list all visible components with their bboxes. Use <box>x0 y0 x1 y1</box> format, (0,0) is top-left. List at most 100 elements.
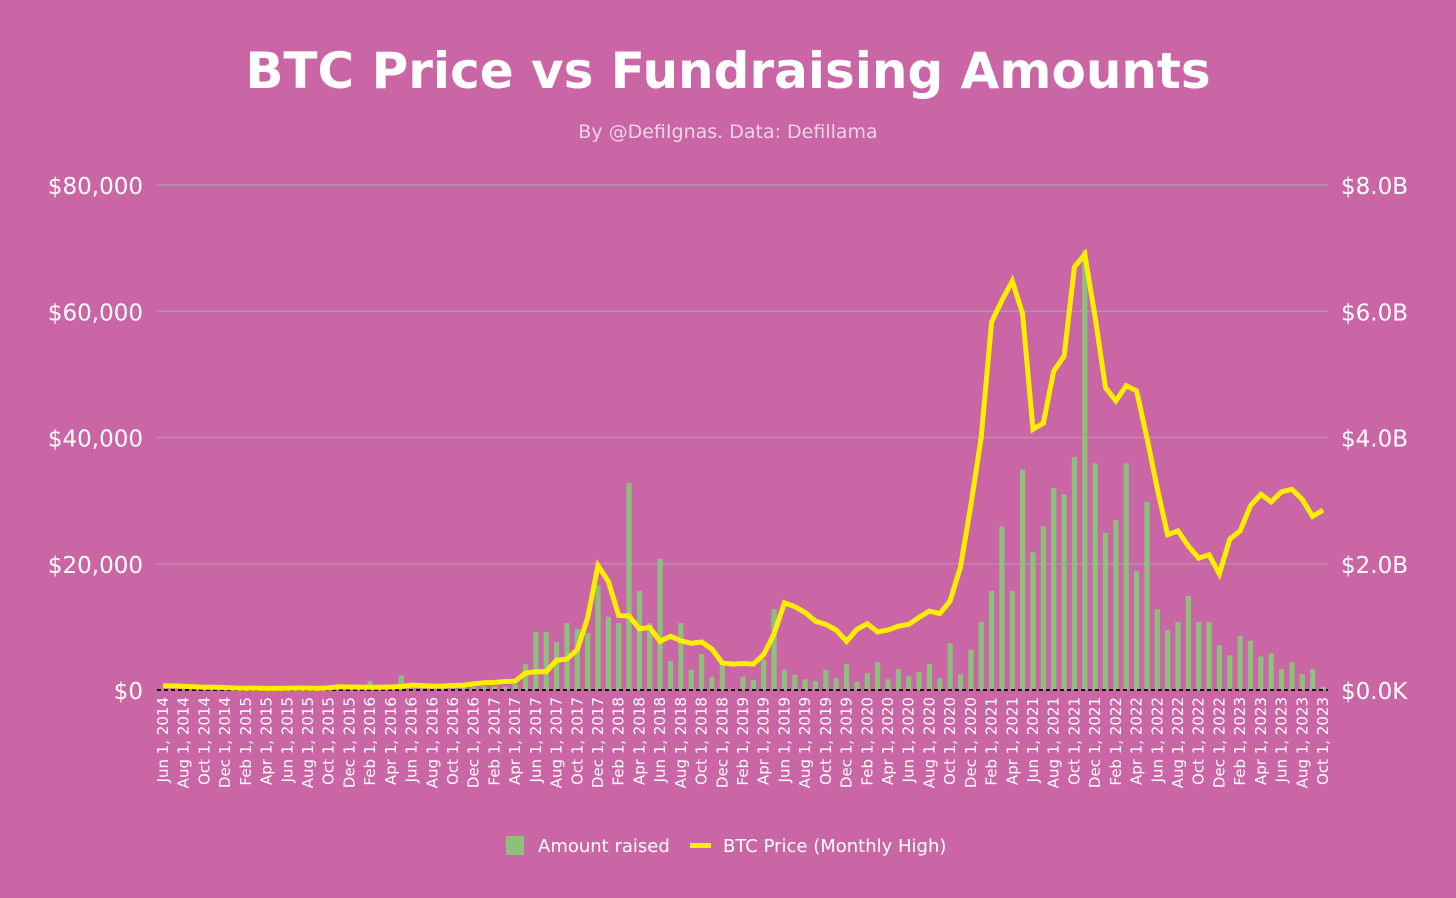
x-tick-label: Jun 1, 2018 <box>651 697 669 783</box>
x-tick-label: Jun 1, 2022 <box>1148 697 1166 783</box>
bar <box>1320 686 1326 690</box>
x-tick-label: Feb 1, 2018 <box>610 697 628 786</box>
bar <box>1258 656 1264 690</box>
bar <box>1206 621 1212 690</box>
bar <box>968 649 974 690</box>
bar <box>1040 526 1046 690</box>
bar <box>636 590 643 690</box>
bar <box>1165 630 1171 690</box>
x-tick-label: Aug 1, 2020 <box>920 697 938 788</box>
bar <box>533 631 539 690</box>
x-tick-label: Dec 1, 2017 <box>589 697 607 788</box>
legend-label-btc-price: BTC Price (Monthly High) <box>723 836 946 857</box>
legend-label-amount-raised: Amount raised <box>538 836 670 857</box>
legend-swatch-amount-raised <box>506 836 524 855</box>
left-tick-label: $20,000 <box>48 553 143 579</box>
bar <box>999 526 1005 690</box>
bar <box>792 674 798 690</box>
bar <box>781 669 788 690</box>
bar <box>1247 640 1254 690</box>
bar <box>1278 669 1285 690</box>
x-tick-label: Jun 1, 2021 <box>1024 697 1042 783</box>
bar <box>1289 662 1295 690</box>
bar <box>1113 520 1119 690</box>
x-tick-label: Feb 1, 2021 <box>983 697 1001 786</box>
x-tick-label: Dec 1, 2015 <box>340 697 358 788</box>
bar <box>709 676 715 690</box>
x-axis-ticks: Jun 1, 2014 Aug 1, 2014 Oct 1, 2014 Dec 1, … <box>154 697 1332 788</box>
bar <box>647 623 653 690</box>
bar <box>419 688 425 690</box>
x-tick-label: Feb 1, 2020 <box>858 697 876 786</box>
bar <box>574 628 580 690</box>
bar <box>988 590 995 690</box>
bar <box>553 642 560 690</box>
bars-amount-raised <box>160 250 1326 691</box>
bar <box>926 664 933 690</box>
x-tick-label: Apr 1, 2020 <box>879 697 897 785</box>
x-tick-label: Aug 1, 2018 <box>672 697 690 788</box>
right-tick-label: $0.0K <box>1341 679 1408 705</box>
bar <box>875 662 881 690</box>
bar <box>1154 609 1160 690</box>
bar <box>698 654 705 690</box>
btc-price-line <box>162 248 1325 691</box>
right-axis-ticks: $0.0K $2.0B $4.0B $6.0B $8.0B <box>1341 174 1408 705</box>
bar <box>657 558 663 690</box>
bar <box>854 681 860 690</box>
x-tick-label: Feb 1, 2017 <box>485 697 503 786</box>
legend-swatch-btc-price <box>690 843 711 848</box>
x-tick-label: Apr 1, 2019 <box>755 697 773 785</box>
x-tick-label: Dec 1, 2019 <box>838 697 856 788</box>
bar <box>1020 469 1026 690</box>
bar <box>1051 488 1057 690</box>
gridlines <box>157 184 1328 565</box>
x-tick-label: Apr 1, 2021 <box>1003 697 1021 785</box>
chart-subtitle: By @DefiIgnas. Data: Defillama <box>578 121 877 143</box>
bar <box>1299 674 1305 690</box>
left-tick-label: $60,000 <box>48 300 143 326</box>
bar <box>626 482 632 690</box>
bar <box>1092 463 1098 690</box>
bar <box>1082 250 1088 691</box>
bar <box>1268 653 1274 690</box>
x-tick-label: Jun 1, 2020 <box>900 697 918 783</box>
x-tick-label: Feb 1, 2022 <box>1107 697 1125 786</box>
x-tick-label: Oct 1, 2021 <box>1065 697 1083 785</box>
line-btc-price <box>162 248 1325 691</box>
x-tick-label: Dec 1, 2014 <box>216 697 234 788</box>
x-tick-label: Oct 1, 2017 <box>568 697 586 785</box>
bar <box>585 633 591 690</box>
bar <box>502 686 508 690</box>
bar <box>843 664 850 690</box>
bar <box>688 669 694 690</box>
bar <box>1196 621 1202 690</box>
x-tick-label: Oct 1, 2022 <box>1190 697 1208 785</box>
right-tick-label: $8.0B <box>1341 174 1408 200</box>
x-tick-label: Oct 1, 2015 <box>320 697 338 785</box>
bar <box>471 686 477 690</box>
bar <box>181 689 187 690</box>
bar <box>916 672 922 690</box>
x-tick-label: Apr 1, 2016 <box>382 697 400 785</box>
bar <box>1009 590 1015 690</box>
bar <box>678 623 684 690</box>
x-tick-label: Aug 1, 2015 <box>299 697 317 788</box>
x-tick-label: Aug 1, 2023 <box>1293 697 1311 788</box>
x-tick-label: Oct 1, 2020 <box>941 697 959 785</box>
bar <box>1071 457 1078 690</box>
x-tick-label: Aug 1, 2014 <box>175 697 193 788</box>
bar <box>481 686 487 690</box>
x-tick-label: Feb 1, 2023 <box>1231 697 1249 786</box>
bar <box>1216 645 1223 690</box>
bar <box>512 684 518 690</box>
bar <box>491 686 498 690</box>
x-tick-label: Jun 1, 2023 <box>1273 697 1291 783</box>
x-tick-label: Aug 1, 2019 <box>796 697 814 788</box>
x-tick-label: Dec 1, 2022 <box>1210 697 1228 788</box>
bar <box>771 609 777 690</box>
bar <box>667 660 674 690</box>
left-tick-label: $40,000 <box>48 427 143 453</box>
left-tick-label: $80,000 <box>48 174 143 200</box>
